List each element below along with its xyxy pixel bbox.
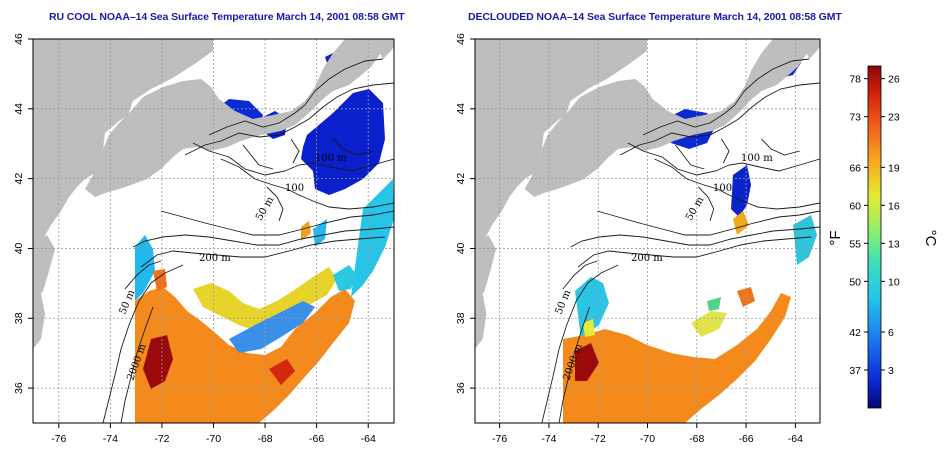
y-tick-label: 38 (13, 312, 25, 324)
map-panel-rucool: 100 m 100 50 m 200 m 50 m 2000 m -76 -74-… (13, 33, 395, 445)
x-tick-label: -70 (206, 433, 221, 445)
y-tick-label: 44 (13, 103, 25, 115)
colorbar-ticks: 26 78 23 73 19 66 16 60 13 55 10 50 6 42 3 37 (849, 74, 900, 377)
x-tick-label: -76 (51, 433, 66, 445)
y-tick-label: 44 (455, 103, 467, 115)
x-tick-label: -72 (154, 433, 169, 445)
x-tick-label: -74 (103, 433, 118, 445)
contour-label-100: 100 (285, 183, 304, 194)
panel-title-declouded: DECLOUDED NOAA–14 Sea Surface Temperatur… (468, 11, 842, 23)
colorbar: 26 78 23 73 19 66 16 60 13 55 10 50 6 42 3 37 °F °C (827, 65, 939, 409)
y-tick-label: 36 (13, 382, 25, 394)
celsius-unit-label: °C (922, 230, 939, 247)
fahrenheit-unit-label: °F (827, 230, 844, 245)
axis-ticks: -76 -74 -72 -70 -68 -66 -64 36 38 40 42 44 46 (13, 33, 376, 445)
y-tick-label: 42 (13, 173, 25, 185)
contour-label-100m: 100 m (741, 153, 773, 164)
celsius-tick-label: 16 (888, 200, 900, 212)
fahrenheit-tick-label: 78 (849, 74, 861, 86)
celsius-tick-label: 26 (888, 74, 900, 86)
fahrenheit-tick-label: 60 (849, 200, 861, 212)
fahrenheit-tick-label: 50 (849, 276, 861, 288)
graticule (475, 39, 820, 423)
axis-ticks: -76 -74 -72 -70 -68 -66 -64 36 38 40 42 44 46 (455, 33, 803, 445)
contour-label-100: 100 (713, 183, 732, 194)
y-tick-label: 38 (455, 312, 467, 324)
y-tick-label: 36 (455, 382, 467, 394)
x-tick-label: -70 (640, 433, 655, 445)
celsius-tick-label: 13 (888, 238, 900, 250)
x-tick-label: -66 (309, 433, 324, 445)
fahrenheit-tick-label: 73 (849, 112, 861, 124)
y-tick-label: 40 (13, 242, 25, 254)
x-tick-label: -68 (257, 433, 272, 445)
y-tick-label: 40 (455, 242, 467, 254)
x-tick-label: -76 (492, 433, 507, 445)
fahrenheit-tick-label: 66 (849, 162, 861, 174)
map-panel-declouded: 100 m 100 50 m 200 m 50 m 2000 m -76 -74-… (455, 33, 821, 445)
contour-label-100m: 100 m (315, 153, 347, 164)
colorbar-scale (867, 65, 882, 409)
panel-title-rucool: RU COOL NOAA–14 Sea Surface Temperature … (49, 11, 405, 23)
x-tick-label: -68 (689, 433, 704, 445)
graticule (33, 39, 394, 423)
celsius-tick-label: 6 (888, 327, 894, 339)
celsius-tick-label: 10 (888, 276, 900, 288)
celsius-tick-label: 19 (888, 162, 900, 174)
contour-label-200m: 200 m (199, 253, 231, 264)
y-tick-label: 42 (455, 173, 467, 185)
fahrenheit-tick-label: 37 (849, 365, 861, 377)
fahrenheit-tick-label: 55 (849, 238, 861, 250)
x-tick-label: -64 (361, 433, 376, 445)
x-tick-label: -74 (541, 433, 556, 445)
y-tick-label: 46 (455, 33, 467, 45)
x-tick-label: -66 (738, 433, 753, 445)
fahrenheit-tick-label: 42 (849, 327, 861, 339)
celsius-tick-label: 23 (888, 112, 900, 124)
x-tick-label: -72 (591, 433, 606, 445)
x-tick-label: -64 (788, 433, 803, 445)
y-tick-label: 46 (13, 33, 25, 45)
celsius-tick-label: 3 (888, 365, 894, 377)
contour-label-200m: 200 m (631, 253, 663, 264)
